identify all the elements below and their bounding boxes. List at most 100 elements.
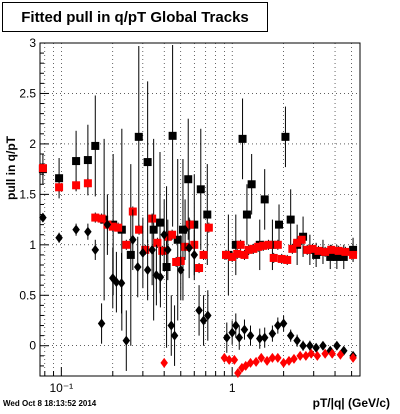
x-tick-label: 10⁻¹ xyxy=(50,381,74,395)
data-point-square xyxy=(259,241,268,250)
data-point-square xyxy=(97,214,106,223)
data-point-diamond xyxy=(293,335,301,346)
data-point-diamond xyxy=(333,340,341,351)
data-point-diamond xyxy=(255,333,264,344)
data-point-square xyxy=(172,257,181,266)
data-point-square xyxy=(126,250,135,259)
data-point-square xyxy=(168,131,177,140)
data-point-square xyxy=(283,255,292,264)
data-point-diamond xyxy=(321,348,329,359)
data-point-diamond xyxy=(167,320,176,331)
y-tick-label: 2.5 xyxy=(19,86,36,100)
data-point-square xyxy=(38,164,47,173)
data-point-square xyxy=(254,242,263,251)
data-point-diamond xyxy=(279,357,288,368)
data-point-square xyxy=(273,240,282,249)
data-point-diamond xyxy=(299,340,307,351)
data-point-square xyxy=(141,245,150,254)
y-tick-label: 1.5 xyxy=(19,187,36,201)
data-point-square xyxy=(228,252,237,261)
data-point-square xyxy=(231,240,240,249)
data-point-square xyxy=(196,185,205,194)
data-point-diamond xyxy=(181,224,189,235)
x-axis-label: pT/|q| (GeV/c) xyxy=(312,396,390,410)
data-point-square xyxy=(339,252,348,261)
data-point-square xyxy=(149,225,158,234)
data-point-diamond xyxy=(306,340,314,351)
data-point-diamond xyxy=(257,352,266,363)
data-point-diamond xyxy=(279,318,288,329)
data-point-diamond xyxy=(177,265,185,276)
data-point-diamond xyxy=(268,328,277,339)
data-point-square xyxy=(236,240,245,249)
data-point-square xyxy=(204,223,213,232)
data-point-square xyxy=(288,244,297,253)
data-point-square xyxy=(173,235,182,244)
data-point-diamond xyxy=(228,327,236,338)
data-point-diamond xyxy=(290,353,298,364)
data-point-square xyxy=(308,244,317,253)
data-point-square xyxy=(314,246,323,255)
data-point-square xyxy=(203,210,212,219)
data-point-square xyxy=(240,250,249,259)
data-point-square xyxy=(221,250,230,259)
data-point-diamond xyxy=(143,265,152,276)
data-point-diamond xyxy=(313,350,322,361)
data-point-diamond xyxy=(274,352,282,363)
data-point-square xyxy=(249,244,258,253)
data-point-square xyxy=(168,230,177,239)
data-point-diamond xyxy=(286,330,295,341)
x-tick-label: 1 xyxy=(229,381,236,395)
data-point-diamond xyxy=(122,335,131,346)
data-point-diamond xyxy=(112,277,121,288)
data-point-square xyxy=(260,195,269,204)
data-point-square xyxy=(332,252,341,261)
data-point-square xyxy=(247,180,256,189)
data-point-square xyxy=(242,210,251,219)
data-point-square xyxy=(55,183,64,192)
data-point-square xyxy=(244,245,253,254)
data-point-diamond xyxy=(235,332,244,343)
data-point-square xyxy=(83,156,92,165)
data-point-square xyxy=(114,223,123,232)
data-point-square xyxy=(190,220,199,229)
data-point-diamond xyxy=(234,367,242,378)
data-point-square xyxy=(55,174,64,183)
data-point-diamond xyxy=(307,348,315,359)
data-point-square xyxy=(122,240,131,249)
data-point-diamond xyxy=(336,349,345,360)
data-point-square xyxy=(269,253,278,262)
data-point-square xyxy=(326,252,335,261)
data-point-diamond xyxy=(117,278,126,289)
data-point-diamond xyxy=(296,350,304,361)
plot-frame xyxy=(39,42,361,377)
data-point-square xyxy=(349,250,358,259)
timestamp: Wed Oct 8 18:13:52 2014 xyxy=(3,399,97,408)
data-point-square xyxy=(341,247,350,256)
data-point-square xyxy=(91,213,100,222)
data-point-diamond xyxy=(230,354,239,365)
data-point-diamond xyxy=(91,244,100,255)
data-point-diamond xyxy=(252,356,260,367)
data-point-square xyxy=(156,218,165,227)
data-point-diamond xyxy=(204,310,212,321)
data-point-diamond xyxy=(55,232,63,243)
data-point-diamond xyxy=(312,342,320,353)
data-point-diamond xyxy=(156,272,165,283)
data-point-square xyxy=(153,238,162,247)
y-tick-label: 1 xyxy=(29,238,36,252)
data-point-diamond xyxy=(246,330,255,341)
data-point-diamond xyxy=(164,244,172,255)
data-point-square xyxy=(108,222,117,231)
data-point-square xyxy=(275,220,284,229)
data-point-diamond xyxy=(160,357,168,368)
data-point-square xyxy=(286,215,295,224)
data-point-square xyxy=(158,246,167,255)
data-point-diamond xyxy=(195,305,203,316)
data-point-square xyxy=(162,263,171,272)
data-point-diamond xyxy=(302,350,310,361)
data-point-square xyxy=(264,240,273,249)
data-point-diamond xyxy=(349,352,357,363)
data-point-diamond xyxy=(268,352,277,363)
data-point-diamond xyxy=(148,244,156,255)
